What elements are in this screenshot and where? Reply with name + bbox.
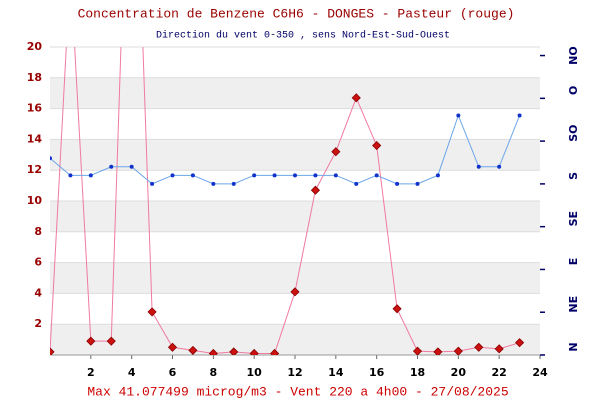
y-tick-label: 10 bbox=[27, 194, 43, 207]
grid-band bbox=[50, 324, 540, 355]
point bbox=[293, 173, 297, 178]
x-tick-label: 16 bbox=[369, 366, 385, 379]
point bbox=[433, 347, 443, 355]
series bbox=[50, 113, 522, 186]
y2-tick-label: S bbox=[567, 172, 580, 180]
x-tick-label: 10 bbox=[247, 366, 263, 379]
y-tick-label: 20 bbox=[27, 40, 43, 53]
chart-footer: Max 41.077499 microg/m3 - Vent 220 a 4h0… bbox=[87, 384, 508, 399]
point bbox=[249, 348, 259, 355]
point bbox=[333, 173, 338, 178]
y-tick-label: 16 bbox=[27, 102, 43, 115]
chart-title: Concentration de Benzene C6H6 - DONGES -… bbox=[78, 6, 515, 21]
point bbox=[167, 342, 178, 352]
point bbox=[170, 173, 175, 178]
point bbox=[208, 348, 218, 355]
point bbox=[310, 185, 320, 195]
y-tick-label: 12 bbox=[27, 163, 42, 176]
point bbox=[147, 307, 157, 317]
point bbox=[415, 181, 420, 186]
point bbox=[476, 164, 481, 169]
point bbox=[190, 173, 195, 178]
x-tick-label: 20 bbox=[451, 366, 467, 379]
x-tick-label: 2 bbox=[87, 366, 95, 379]
x-tick-label: 12 bbox=[287, 366, 302, 379]
point bbox=[129, 164, 134, 169]
point bbox=[86, 336, 96, 346]
point bbox=[106, 336, 116, 346]
point bbox=[453, 346, 463, 355]
point bbox=[351, 93, 361, 103]
y-tick-label: 4 bbox=[34, 286, 42, 299]
point bbox=[517, 113, 522, 118]
point bbox=[331, 147, 341, 157]
point bbox=[270, 348, 280, 355]
point bbox=[150, 181, 155, 186]
point bbox=[109, 164, 114, 169]
point bbox=[68, 173, 73, 178]
point bbox=[456, 113, 461, 118]
point bbox=[231, 181, 236, 186]
x-tick-label: 22 bbox=[492, 366, 507, 379]
y2-tick-label: SE bbox=[567, 211, 580, 226]
grid-band bbox=[50, 201, 540, 232]
point bbox=[313, 173, 318, 178]
point bbox=[395, 181, 400, 186]
point bbox=[392, 304, 402, 314]
point bbox=[354, 181, 359, 186]
y-tick-label: 2 bbox=[34, 317, 42, 330]
x-tick-label: 4 bbox=[128, 366, 136, 379]
chart-subtitle: Direction du vent 0-350 , sens Nord-Est-… bbox=[156, 30, 450, 42]
point bbox=[272, 173, 277, 178]
x-tick-label: 18 bbox=[410, 366, 425, 379]
x-tick-label: 14 bbox=[328, 366, 344, 379]
point bbox=[188, 345, 198, 355]
y2-tick-label: NE bbox=[567, 296, 580, 313]
point bbox=[474, 342, 484, 352]
point bbox=[229, 347, 239, 355]
y2-tick-label: O bbox=[567, 86, 580, 95]
y-tick-label: 8 bbox=[34, 225, 42, 238]
grid-band bbox=[50, 77, 540, 109]
x-tick-label: 24 bbox=[532, 366, 548, 379]
point bbox=[50, 347, 55, 355]
point bbox=[494, 344, 504, 354]
y2-tick-label: SO bbox=[567, 124, 580, 141]
point bbox=[372, 140, 382, 151]
y-tick-label: 6 bbox=[34, 256, 42, 269]
y2-tick-label: N bbox=[567, 342, 580, 351]
point bbox=[88, 173, 93, 178]
y-tick-label: 18 bbox=[27, 71, 42, 84]
point bbox=[515, 338, 525, 348]
grid-band bbox=[50, 139, 540, 171]
point bbox=[435, 173, 440, 178]
x-tick-label: 6 bbox=[169, 366, 177, 379]
series-line bbox=[50, 114, 521, 185]
x-tick-label: 8 bbox=[210, 366, 218, 379]
point bbox=[412, 346, 423, 355]
series-line bbox=[50, 47, 520, 354]
point bbox=[290, 287, 300, 297]
point bbox=[252, 173, 257, 178]
y2-tick-label: E bbox=[567, 258, 580, 266]
point bbox=[374, 173, 379, 178]
y-tick-label: 14 bbox=[27, 132, 43, 145]
point bbox=[50, 156, 52, 161]
point bbox=[211, 181, 216, 186]
y2-tick-label: NO bbox=[567, 46, 580, 65]
series bbox=[50, 47, 525, 355]
point bbox=[497, 164, 502, 169]
